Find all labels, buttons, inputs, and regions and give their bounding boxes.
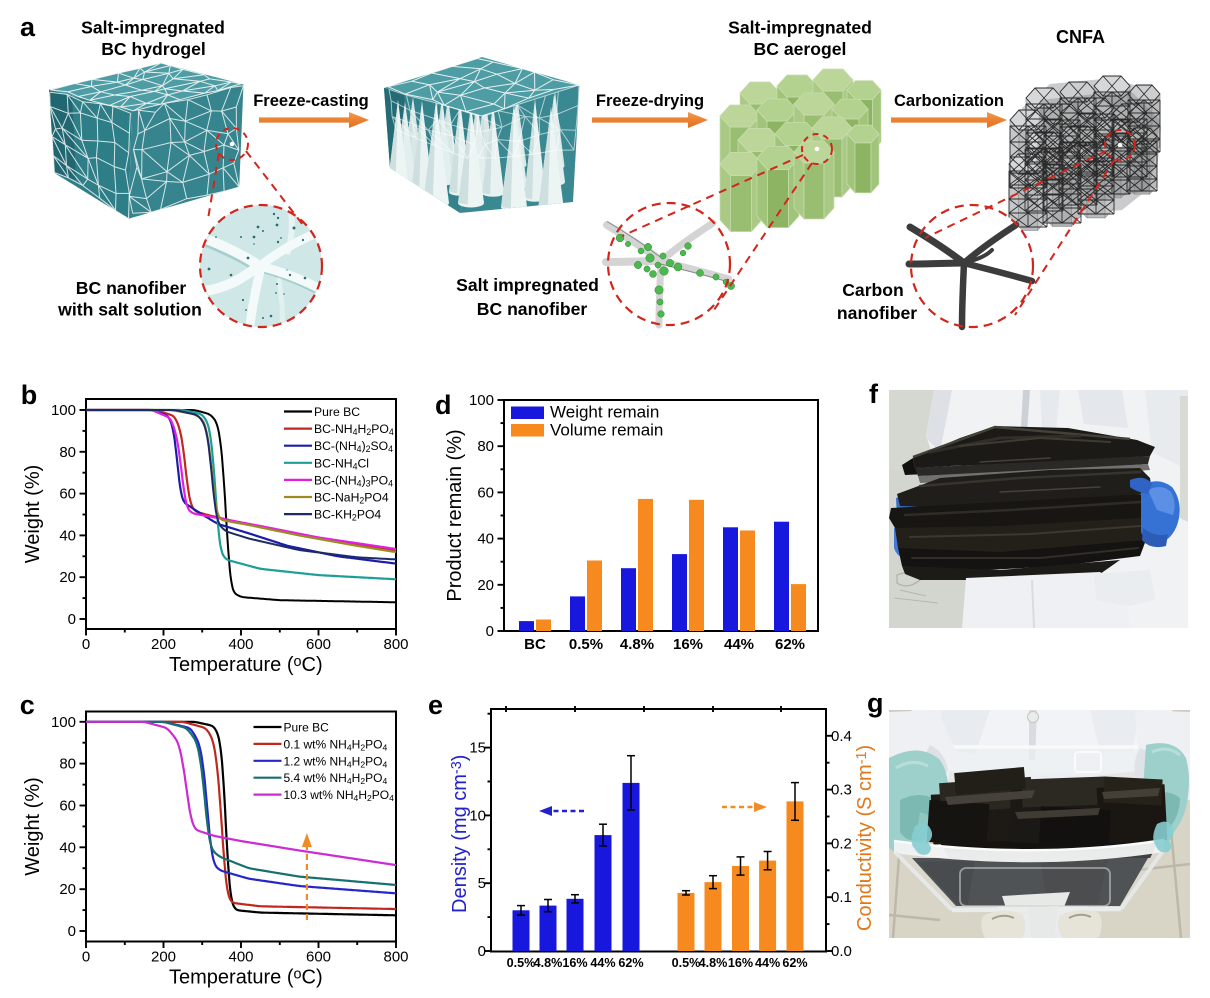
svg-text:Weight (%): Weight (%) [22, 465, 44, 564]
svg-text:BC: BC [524, 636, 546, 653]
svg-text:0: 0 [82, 636, 90, 653]
svg-text:b: b [21, 380, 38, 410]
svg-text:10: 10 [469, 807, 486, 824]
svg-text:Temperature (oC): Temperature (oC) [169, 966, 323, 988]
svg-text:10.3 wt% NH4H2PO4: 10.3 wt% NH4H2PO4 [284, 788, 395, 803]
svg-text:600: 600 [306, 949, 331, 966]
svg-text:100: 100 [469, 392, 494, 409]
svg-text:Temperature (oC): Temperature (oC) [169, 654, 323, 676]
svg-text:BC hydrogel: BC hydrogel [101, 39, 206, 59]
svg-text:0.3: 0.3 [831, 782, 852, 799]
svg-text:40: 40 [477, 531, 494, 548]
svg-text:f: f [869, 379, 879, 409]
svg-text:0: 0 [486, 623, 494, 640]
svg-text:0.2: 0.2 [831, 835, 852, 852]
svg-text:Weight remain: Weight remain [550, 403, 659, 422]
svg-text:CNFA: CNFA [1056, 27, 1105, 47]
svg-text:BC-KH2PO4: BC-KH2PO4 [314, 508, 381, 523]
svg-text:80: 80 [477, 438, 494, 455]
svg-text:20: 20 [477, 577, 494, 594]
svg-text:20: 20 [59, 881, 76, 898]
svg-text:62%: 62% [782, 956, 807, 970]
svg-text:5: 5 [478, 875, 486, 892]
svg-text:Volume remain: Volume remain [550, 421, 663, 440]
svg-text:0.0: 0.0 [831, 943, 852, 960]
svg-text:44%: 44% [755, 956, 780, 970]
svg-text:BC-(NH4)3PO4: BC-(NH4)3PO4 [314, 473, 393, 488]
svg-text:BC-NaH2PO4: BC-NaH2PO4 [314, 491, 389, 506]
svg-text:Weight (%): Weight (%) [22, 777, 44, 876]
svg-text:BC aerogel: BC aerogel [754, 39, 847, 59]
svg-text:1.2 wt% NH4H2PO4: 1.2 wt% NH4H2PO4 [284, 754, 388, 769]
svg-text:BC nanofiber: BC nanofiber [477, 299, 588, 319]
svg-text:4.8%: 4.8% [620, 636, 654, 653]
svg-text:60: 60 [59, 486, 76, 503]
svg-text:Freeze-casting: Freeze-casting [253, 92, 369, 110]
svg-text:62%: 62% [618, 956, 643, 970]
svg-text:g: g [867, 688, 884, 718]
svg-text:0: 0 [82, 949, 90, 966]
svg-text:0: 0 [68, 611, 76, 628]
svg-text:Pure BC: Pure BC [284, 721, 330, 735]
svg-text:100: 100 [51, 714, 76, 731]
svg-text:60: 60 [477, 484, 494, 501]
svg-text:800: 800 [383, 949, 408, 966]
svg-text:Carbonization: Carbonization [894, 92, 1004, 110]
svg-text:20: 20 [59, 569, 76, 586]
svg-text:0.5%: 0.5% [672, 956, 701, 970]
svg-text:5.4 wt% NH4H2PO4: 5.4 wt% NH4H2PO4 [284, 771, 388, 786]
svg-text:15: 15 [469, 740, 486, 757]
svg-text:Salt impregnated: Salt impregnated [456, 275, 599, 295]
svg-text:Pure BC: Pure BC [314, 405, 360, 419]
svg-text:16%: 16% [728, 956, 753, 970]
svg-text:0.1: 0.1 [831, 889, 852, 906]
svg-text:Density (mg cm-3): Density (mg cm-3) [449, 755, 471, 913]
svg-text:16%: 16% [673, 636, 703, 653]
svg-text:0.5%: 0.5% [569, 636, 603, 653]
svg-text:BC-NH4Cl: BC-NH4Cl [314, 456, 369, 471]
svg-text:Salt-impregnated: Salt-impregnated [728, 18, 872, 38]
svg-text:Product remain (%): Product remain (%) [444, 429, 466, 601]
svg-text:16%: 16% [562, 956, 587, 970]
svg-text:nanofiber: nanofiber [837, 303, 917, 323]
svg-text:BC nanofiber: BC nanofiber [76, 278, 187, 298]
svg-text:0: 0 [478, 943, 486, 960]
svg-text:80: 80 [59, 756, 76, 773]
svg-text:Carbon: Carbon [842, 280, 904, 300]
svg-text:60: 60 [59, 797, 76, 814]
svg-text:d: d [435, 390, 452, 420]
svg-text:200: 200 [151, 949, 176, 966]
svg-text:e: e [428, 690, 443, 720]
svg-text:80: 80 [59, 444, 76, 461]
svg-text:BC-(NH4)2SO4: BC-(NH4)2SO4 [314, 439, 393, 454]
svg-text:c: c [20, 690, 35, 720]
svg-text:BC-NH4H2PO4: BC-NH4H2PO4 [314, 422, 394, 437]
svg-text:40: 40 [59, 839, 76, 856]
svg-text:4.8%: 4.8% [534, 956, 563, 970]
svg-text:0.1 wt% NH4H2PO4: 0.1 wt% NH4H2PO4 [284, 737, 388, 752]
svg-text:40: 40 [59, 527, 76, 544]
svg-text:a: a [20, 12, 36, 42]
svg-text:600: 600 [306, 636, 331, 653]
svg-text:400: 400 [228, 949, 253, 966]
svg-text:0.5%: 0.5% [507, 956, 536, 970]
svg-text:44%: 44% [724, 636, 754, 653]
svg-text:800: 800 [383, 636, 408, 653]
svg-text:0: 0 [68, 923, 76, 940]
svg-text:62%: 62% [775, 636, 805, 653]
svg-text:4.8%: 4.8% [699, 956, 728, 970]
svg-text:with salt solution: with salt solution [57, 300, 202, 320]
svg-text:44%: 44% [590, 956, 615, 970]
svg-text:200: 200 [151, 636, 176, 653]
svg-text:Salt-impregnated: Salt-impregnated [81, 18, 225, 38]
svg-text:100: 100 [51, 402, 76, 419]
svg-text:0.4: 0.4 [831, 728, 852, 745]
svg-text:Conductivity (S cm-1): Conductivity (S cm-1) [854, 745, 876, 931]
svg-text:Freeze-drying: Freeze-drying [596, 92, 704, 110]
svg-text:400: 400 [228, 636, 253, 653]
